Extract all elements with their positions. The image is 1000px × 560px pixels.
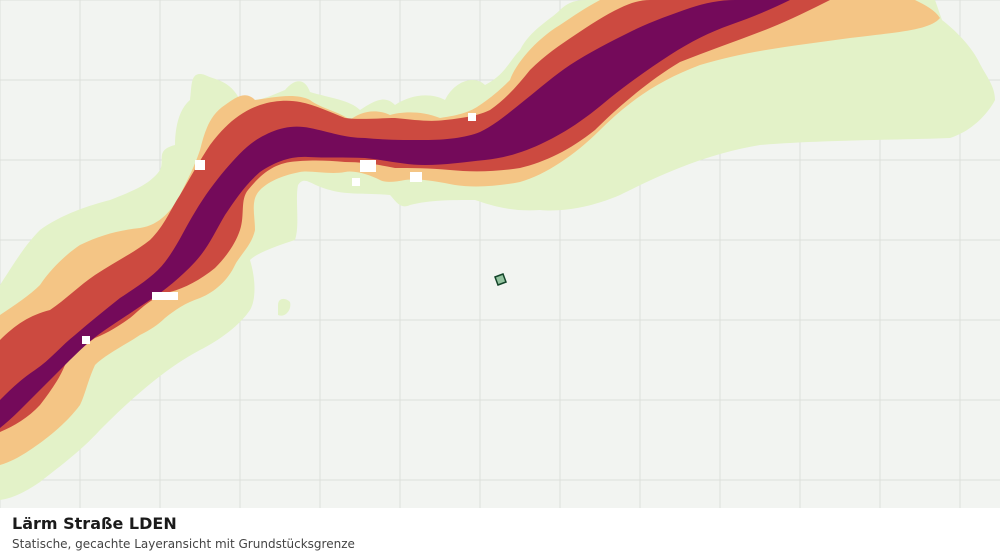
map-caption: Lärm Straße LDEN Statische, gecachte Lay… (0, 508, 1000, 560)
map-canvas[interactable] (0, 0, 1000, 508)
layer-title: Lärm Straße LDEN (12, 514, 177, 533)
noise-zone-high (0, 0, 790, 428)
raster-gaps (82, 113, 476, 344)
layer-subtitle: Statische, gecachte Layeransicht mit Gru… (12, 537, 355, 551)
noise-map (0, 0, 1000, 508)
parcel-boundary[interactable] (494, 273, 507, 286)
noise-zone-outer-islet (278, 298, 291, 316)
noise-zone-low (0, 0, 940, 465)
